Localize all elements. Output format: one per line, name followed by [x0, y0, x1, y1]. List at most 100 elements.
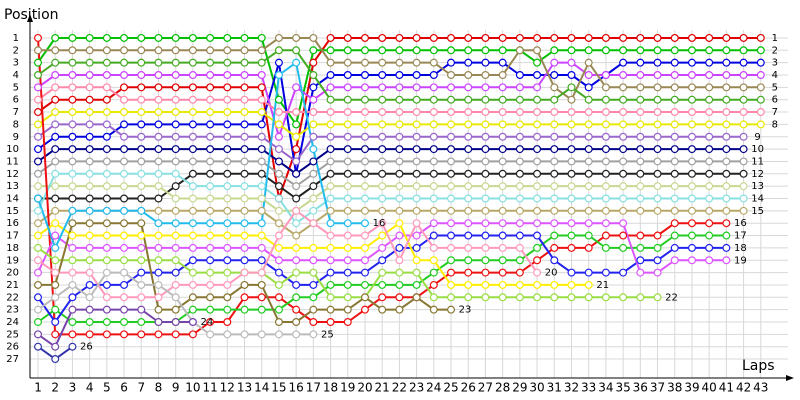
lap-point: [154, 120, 163, 129]
lap-point: [378, 95, 387, 104]
lap-point: [498, 157, 507, 166]
lap-point: [670, 219, 679, 228]
lap-point: [739, 120, 748, 129]
lap-point: [154, 206, 163, 215]
lap-point: [188, 293, 197, 302]
lap-point: [240, 206, 249, 215]
lap-point: [51, 206, 60, 215]
lap-point: [653, 194, 662, 203]
lap-point: [68, 268, 77, 277]
lap-point: [447, 219, 456, 228]
lap-point: [34, 305, 43, 314]
lap-point: [464, 58, 473, 67]
end-position-label: 20: [545, 268, 558, 279]
lap-point: [343, 256, 352, 265]
lap-point: [68, 157, 77, 166]
lap-point: [206, 58, 215, 67]
lap-point: [636, 83, 645, 92]
lap-point: [550, 231, 559, 240]
lap-point: [619, 243, 628, 252]
lap-point: [137, 58, 146, 67]
lap-point: [567, 83, 576, 92]
lap-point: [378, 243, 387, 252]
lap-point: [223, 182, 232, 191]
lap-point: [687, 120, 696, 129]
lap-point: [636, 145, 645, 154]
lap-point: [68, 132, 77, 141]
lap-point: [653, 145, 662, 154]
lap-point: [274, 330, 283, 339]
lap-point: [309, 318, 318, 327]
lap-point: [722, 58, 731, 67]
lap-point: [378, 268, 387, 277]
lap-point: [533, 58, 542, 67]
x-tick-label: 20: [357, 381, 372, 395]
end-position-label: 10: [751, 144, 764, 155]
lap-point: [257, 243, 266, 252]
lap-point: [274, 182, 283, 191]
end-position-label: 25: [321, 329, 334, 340]
lap-point: [464, 231, 473, 240]
lap-point: [34, 293, 43, 302]
lap-point: [171, 169, 180, 178]
lap-point: [343, 33, 352, 42]
lap-point: [120, 145, 129, 154]
lap-point: [567, 182, 576, 191]
x-tick-label: 34: [598, 381, 613, 395]
y-tick-label: 23: [6, 305, 19, 316]
lap-point: [481, 194, 490, 203]
lap-point: [137, 305, 146, 314]
x-tick-label: 38: [667, 381, 682, 395]
lap-point: [687, 95, 696, 104]
lap-point: [34, 342, 43, 351]
lap-point: [85, 243, 94, 252]
lap-point: [274, 219, 283, 228]
lap-point: [464, 219, 473, 228]
x-tick-label: 17: [306, 381, 321, 395]
lap-point: [188, 83, 197, 92]
x-tick-label: 3: [69, 381, 77, 395]
lap-point: [34, 145, 43, 154]
x-tick-label: 27: [478, 381, 493, 395]
lap-point: [636, 169, 645, 178]
lap-point: [34, 268, 43, 277]
lap-point: [705, 58, 714, 67]
lap-point: [223, 132, 232, 141]
lap-point: [257, 58, 266, 67]
lap-point: [722, 157, 731, 166]
lap-point: [429, 206, 438, 215]
lap-point: [378, 33, 387, 42]
lap-point: [171, 182, 180, 191]
lap-point: [412, 194, 421, 203]
lap-point: [653, 108, 662, 117]
lap-point: [343, 145, 352, 154]
lap-point: [705, 95, 714, 104]
lap-point: [447, 280, 456, 289]
lap-point: [705, 108, 714, 117]
lap-point: [653, 182, 662, 191]
lap-point: [481, 206, 490, 215]
lap-point: [171, 194, 180, 203]
lap-point: [188, 194, 197, 203]
y-tick-label: 15: [6, 206, 19, 217]
lap-point: [257, 194, 266, 203]
lap-point: [120, 206, 129, 215]
lap-point: [464, 256, 473, 265]
x-tick-label: 9: [172, 381, 180, 395]
lap-point: [687, 83, 696, 92]
lap-point: [429, 157, 438, 166]
lap-point: [240, 95, 249, 104]
end-position-label: 22: [665, 292, 678, 303]
end-position-label: 18: [734, 243, 747, 254]
lap-point: [567, 293, 576, 302]
lap-point: [395, 182, 404, 191]
lap-point: [188, 231, 197, 240]
lap-point: [360, 46, 369, 55]
lap-point: [85, 169, 94, 178]
x-tick-label: 37: [650, 381, 665, 395]
lap-point: [102, 268, 111, 277]
lap-point: [378, 132, 387, 141]
lap-point: [309, 194, 318, 203]
lap-point: [309, 256, 318, 265]
lap-point: [171, 132, 180, 141]
